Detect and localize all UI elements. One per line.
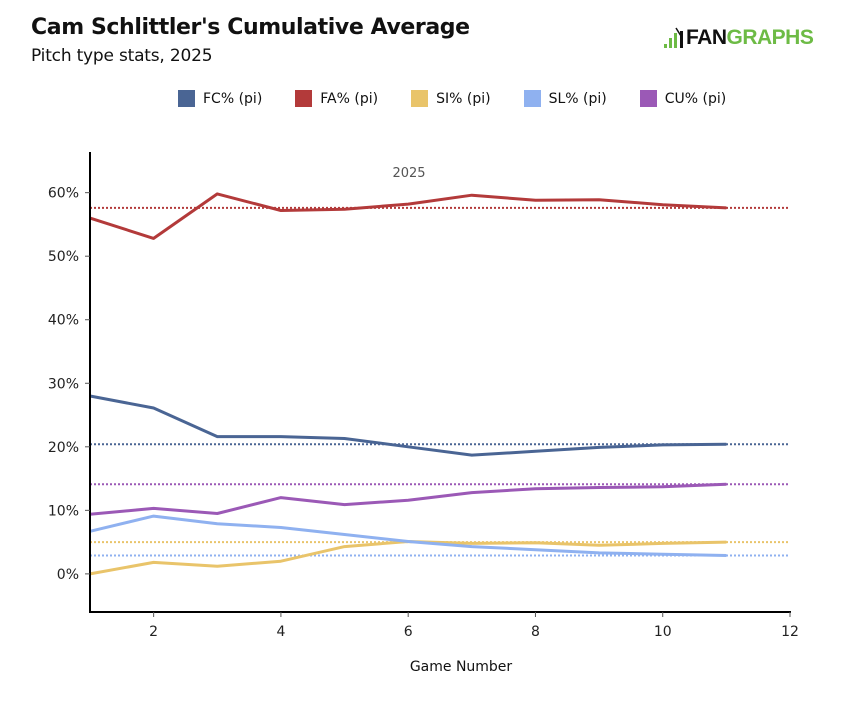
logo-text-fan: FAN — [686, 26, 727, 49]
average-lines — [90, 206, 790, 557]
legend-item[interactable]: FA% (pi) — [295, 90, 378, 107]
series-line — [89, 540, 727, 576]
y-tick-label: 10% — [48, 503, 79, 519]
legend-label: SL% (pi) — [548, 90, 607, 107]
y-tick-label: 20% — [48, 440, 79, 456]
legend-item[interactable]: FC% (pi) — [178, 90, 262, 107]
legend-swatch — [523, 90, 541, 107]
x-tick-label: 12 — [781, 624, 799, 640]
series-line — [89, 514, 727, 557]
series-line — [89, 192, 727, 240]
series-line — [89, 482, 727, 516]
legend-label: FA% (pi) — [320, 90, 379, 107]
logo-text-graphs: GRAPHS — [726, 26, 814, 49]
y-tick-label: 50% — [48, 249, 79, 265]
legend-swatch — [295, 90, 313, 107]
legend-swatch — [411, 90, 429, 107]
year-annotation: 2025 — [392, 166, 425, 181]
chart-title: Cam Schlittler's Cumulative Average — [31, 15, 470, 40]
y-tick-label: 40% — [48, 313, 79, 329]
series-lines — [89, 192, 727, 576]
legend-item[interactable]: SL% (pi) — [523, 90, 607, 107]
y-tick-label: 30% — [48, 376, 79, 392]
fangraphs-logo[interactable]: FAN GRAPHS — [664, 26, 814, 50]
legend-item[interactable]: SI% (pi) — [411, 90, 491, 107]
x-axis-label: Game Number — [410, 659, 513, 675]
chart-subtitle: Pitch type stats, 2025 — [31, 46, 213, 66]
y-tick-label: 60% — [48, 186, 79, 202]
legend: FC% (pi) FA% (pi) SI% (pi) SL% (pi) CU% (pi) — [178, 90, 759, 107]
y-tick-label: 0% — [57, 567, 79, 583]
x-tick-label: 8 — [531, 624, 540, 640]
x-tick-label: 6 — [404, 624, 413, 640]
x-tick-label: 2 — [149, 624, 158, 640]
x-tick-label: 4 — [276, 624, 285, 640]
legend-swatch — [178, 90, 195, 107]
x-tick-label: 10 — [654, 624, 672, 640]
legend-label: FC% (pi) — [203, 90, 263, 107]
axes: 0% 10% 20% 30% 40% 50% 60% 2 4 6 8 10 12 — [48, 152, 799, 640]
legend-label: SI% (pi) — [436, 90, 491, 107]
legend-swatch — [639, 90, 657, 107]
legend-item[interactable]: CU% (pi) — [639, 90, 727, 107]
series-line — [89, 394, 727, 457]
legend-label: CU% (pi) — [664, 90, 727, 107]
batter-bars-icon — [664, 27, 683, 48]
